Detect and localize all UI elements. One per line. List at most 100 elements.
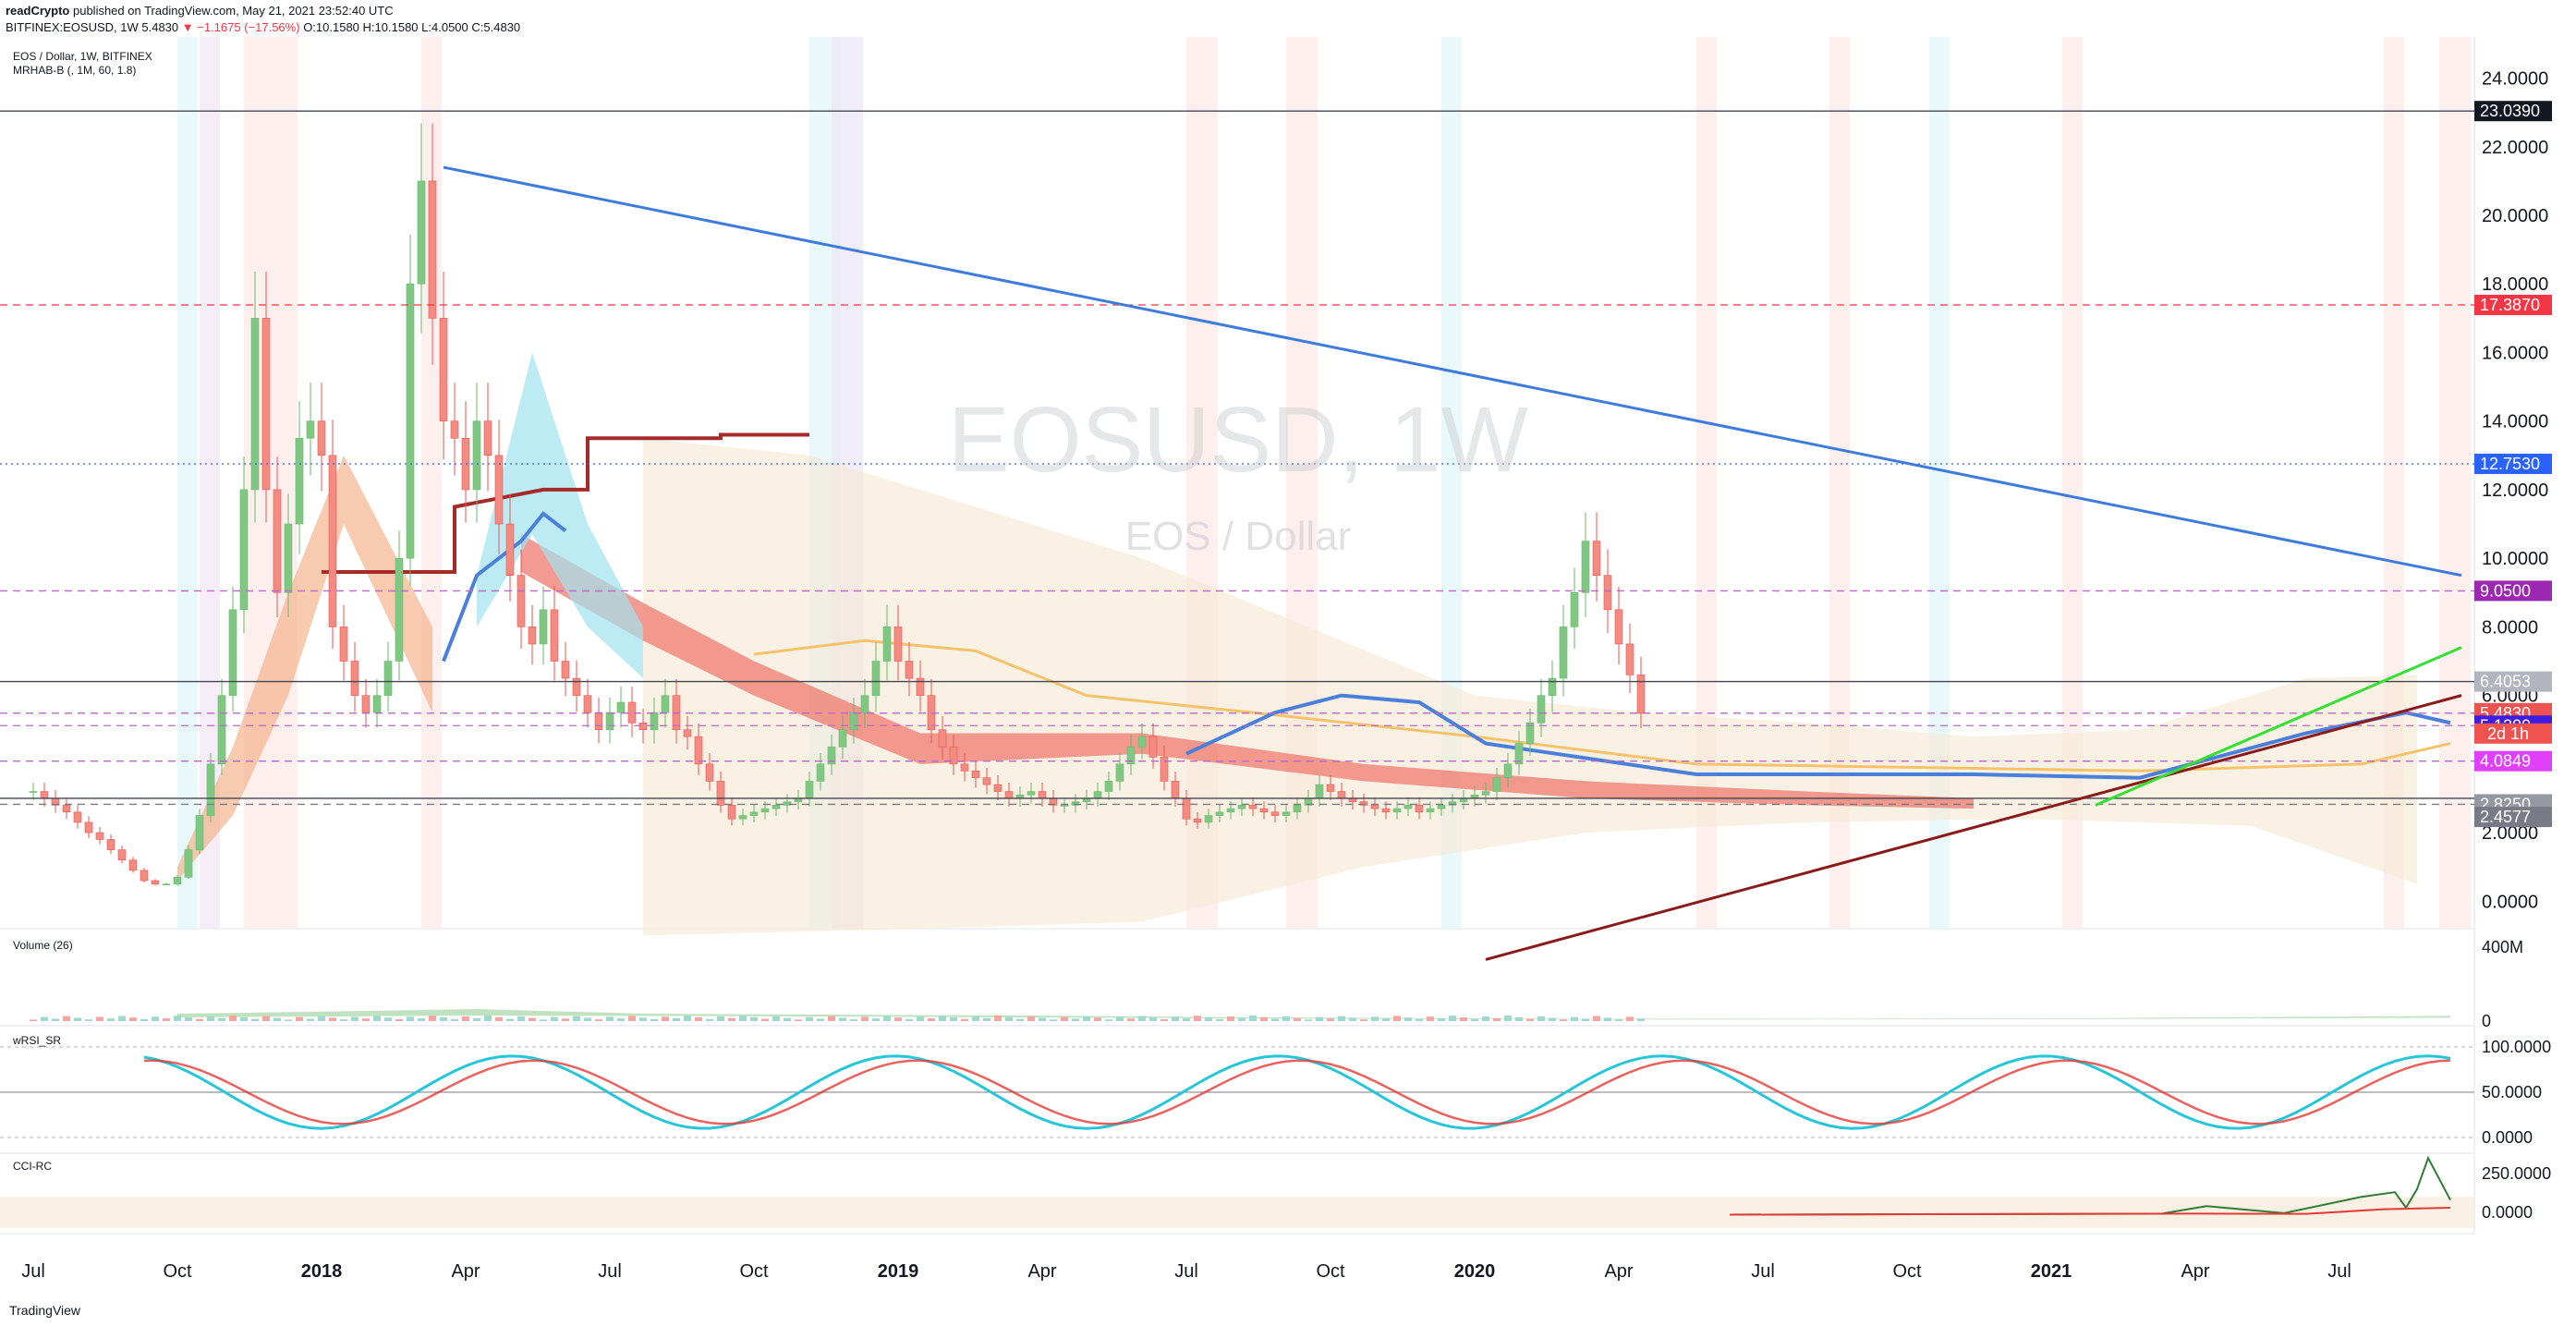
candle	[1337, 791, 1346, 799]
volume-bar	[1282, 1016, 1290, 1021]
candle	[439, 318, 448, 421]
candle	[84, 821, 93, 833]
price-tick: 2.0000	[2482, 823, 2538, 844]
volume-bar	[1626, 1016, 1634, 1021]
volume-bar	[329, 1017, 336, 1021]
price-tick: 18.0000	[2482, 274, 2548, 295]
volume-bar	[1083, 1016, 1090, 1021]
candle	[494, 455, 504, 525]
price-tick: 8.0000	[2482, 617, 2538, 638]
candle	[472, 420, 481, 491]
volume-bar	[1194, 1016, 1201, 1021]
volume-bar	[961, 1018, 968, 1021]
high-value: H:10.1580	[362, 20, 419, 34]
highlight-band	[1929, 37, 1950, 929]
price-label: 2.4577	[2480, 808, 2531, 826]
time-tick: Apr	[2181, 1261, 2209, 1282]
volume-bar	[395, 1019, 403, 1021]
candle	[1603, 575, 1612, 611]
volume-bar	[905, 1019, 913, 1021]
volume-bar	[517, 1016, 525, 1021]
volume-bar	[983, 1017, 990, 1021]
publisher-name[interactable]: readCrypto	[6, 4, 70, 18]
volume-bar	[595, 1019, 602, 1021]
candle	[1326, 784, 1335, 792]
candle	[1226, 808, 1235, 813]
candle	[483, 420, 492, 456]
volume-bar	[1294, 1017, 1301, 1021]
volume-bar	[1216, 1018, 1223, 1021]
candle	[594, 712, 603, 731]
volume-bar	[96, 1016, 103, 1021]
symbol: BITFINEX:EOSUSD, 1W	[6, 20, 139, 34]
candle	[572, 677, 581, 696]
candle	[727, 805, 736, 820]
candle	[361, 695, 371, 713]
volume-bar	[1449, 1016, 1456, 1021]
time-tick: Jul	[1751, 1261, 1775, 1282]
volume-bar	[739, 1016, 747, 1021]
candle	[938, 729, 947, 748]
volume-bar	[1571, 1016, 1578, 1021]
candle	[339, 627, 348, 662]
volume-bar	[1249, 1016, 1257, 1021]
candle	[417, 180, 426, 285]
candle	[982, 777, 991, 785]
candle	[1027, 791, 1036, 796]
candle	[261, 318, 271, 491]
volume-bar	[628, 1016, 636, 1021]
volume-bar	[351, 1016, 358, 1021]
volume-bar	[928, 1018, 935, 1021]
candle	[516, 575, 526, 627]
volume-bar	[418, 1018, 425, 1021]
candle	[95, 832, 104, 840]
volume-bar	[129, 1017, 137, 1021]
time-tick: Oct	[163, 1261, 192, 1282]
price-label-box	[2474, 580, 2552, 602]
candle	[106, 839, 115, 850]
candle	[228, 609, 237, 696]
candle	[1403, 805, 1413, 809]
candle	[1237, 805, 1246, 809]
volume-bar	[384, 1017, 392, 1021]
candle	[1038, 791, 1047, 799]
candle	[1093, 791, 1102, 799]
symbol-info: BITFINEX:EOSUSD, 1W 5.4830 ▼ −1.1675 (−1…	[6, 20, 520, 34]
candle	[1437, 805, 1446, 809]
candle	[893, 627, 903, 662]
volume-bar	[1050, 1019, 1057, 1021]
chart-title: EOS / Dollar, 1W, BITFINEX	[13, 50, 152, 63]
candle	[1204, 815, 1213, 823]
volume-bar	[883, 1016, 891, 1021]
volume-bar	[285, 1019, 292, 1021]
candle	[184, 849, 193, 878]
volume-bar	[573, 1016, 580, 1021]
volume-bar	[717, 1016, 724, 1021]
volume-bar	[1172, 1016, 1179, 1021]
candle	[328, 455, 337, 627]
candle	[1548, 677, 1557, 696]
volume-bar	[1493, 1017, 1501, 1021]
time-tick: Jul	[21, 1261, 45, 1282]
candle	[1525, 723, 1535, 744]
volume-bar	[1316, 1016, 1323, 1021]
volume-bar	[1382, 1018, 1390, 1021]
volume-bar	[495, 1016, 503, 1021]
volume-bar	[273, 1017, 281, 1021]
candle	[140, 870, 149, 882]
last-price: 5.4830	[141, 20, 179, 34]
volume-bar	[1227, 1016, 1234, 1021]
volume-bar	[806, 1016, 813, 1021]
volume-bar	[1427, 1016, 1434, 1021]
volume-bar	[1127, 1018, 1135, 1021]
candle	[838, 729, 847, 748]
volume-bar	[1582, 1018, 1589, 1021]
time-tick: Apr	[451, 1261, 480, 1282]
candle	[1137, 736, 1147, 748]
candle	[406, 283, 415, 559]
time-tick: 2020	[1454, 1261, 1496, 1282]
candle	[1104, 781, 1113, 792]
tradingview-logo[interactable]: TradingView	[9, 1303, 80, 1318]
volume-bar	[1094, 1017, 1101, 1021]
